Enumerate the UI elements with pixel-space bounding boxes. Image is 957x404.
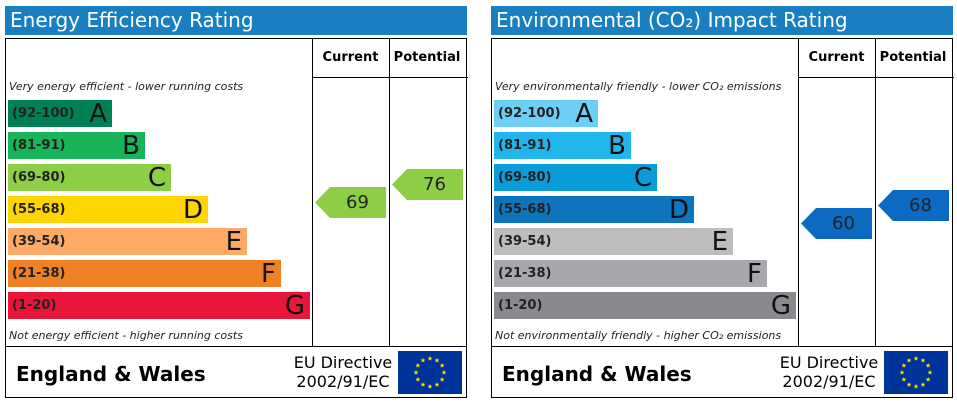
- band-letter: E: [711, 227, 728, 257]
- band-d: (55-68) D: [494, 195, 694, 225]
- band-letter: G: [284, 291, 305, 321]
- band-range: (21-38): [498, 266, 552, 281]
- directive-line1: EU Directive: [293, 353, 393, 372]
- top-note: Very environmentally friendly - lower CO…: [495, 80, 782, 93]
- band-f: (21-38) F: [8, 259, 281, 289]
- divider: [875, 39, 876, 347]
- current-arrow-shape: [315, 187, 386, 219]
- band-range: (55-68): [498, 202, 552, 217]
- band-e: (39-54) E: [8, 227, 247, 257]
- band-range: (81-91): [498, 138, 552, 153]
- current-header: Current: [808, 50, 865, 65]
- current-header: Current: [322, 50, 379, 65]
- band-letter: C: [633, 163, 652, 193]
- divider: [492, 346, 952, 347]
- band-letter: F: [747, 259, 762, 289]
- band-range: (21-38): [12, 266, 66, 281]
- band-range: (1-20): [498, 298, 543, 313]
- directive-line2: 2002/91/EC: [782, 372, 876, 391]
- eu-flag-icon: [884, 351, 948, 394]
- potential-rating-arrow: 76: [392, 168, 463, 200]
- band-g: (1-20) G: [8, 291, 310, 321]
- environmental-impact-panel: Environmental (CO₂) Impact Rating Current…: [491, 6, 954, 398]
- current-rating-arrow: 69: [315, 187, 386, 219]
- potential-header: Potential: [879, 50, 947, 65]
- band-b: (81-91) B: [494, 131, 631, 161]
- region-label: England & Wales: [16, 362, 206, 386]
- band-letter: B: [608, 131, 626, 161]
- band-range: (92-100): [498, 106, 561, 121]
- band-g: (1-20) G: [494, 291, 796, 321]
- eu-directive: EU Directive 2002/91/EC: [288, 353, 398, 391]
- band-letter: G: [770, 291, 791, 321]
- band-letter: A: [89, 99, 107, 129]
- divider: [312, 77, 468, 78]
- current-rating-value: 60: [832, 213, 855, 235]
- potential-rating-arrow: 68: [878, 190, 949, 221]
- band-range: (39-54): [498, 234, 552, 249]
- rating-frame: Current Potential Very environmentally fri…: [491, 38, 954, 398]
- band-c: (69-80) C: [494, 163, 657, 193]
- band-range: (39-54): [12, 234, 66, 249]
- eu-flag-icon: [398, 351, 462, 394]
- band-c: (69-80) C: [8, 163, 171, 193]
- panel-title: Energy Efficiency Rating: [5, 6, 467, 35]
- band-range: (69-80): [12, 170, 66, 185]
- band-letter: B: [122, 131, 140, 161]
- bottom-note: Not energy efficient - higher running co…: [9, 329, 243, 342]
- directive-line2: 2002/91/EC: [296, 372, 390, 391]
- region-label: England & Wales: [502, 362, 692, 386]
- divider: [798, 39, 799, 347]
- directive-line1: EU Directive: [779, 353, 879, 372]
- band-letter: D: [668, 195, 689, 225]
- current-rating-arrow: 60: [801, 208, 872, 240]
- band-b: (81-91) B: [8, 131, 145, 161]
- divider: [389, 39, 390, 347]
- rating-frame: Current Potential Very energy efficient - …: [5, 38, 468, 398]
- band-letter: F: [261, 259, 276, 289]
- divider: [6, 346, 466, 347]
- current-rating-value: 69: [346, 192, 369, 214]
- band-e: (39-54) E: [494, 227, 733, 257]
- band-a: (92-100) A: [494, 99, 598, 129]
- divider: [798, 77, 954, 78]
- band-letter: C: [147, 163, 166, 193]
- band-range: (55-68): [12, 202, 66, 217]
- top-note: Very energy efficient - lower running co…: [9, 80, 244, 93]
- panel-title: Environmental (CO₂) Impact Rating: [491, 6, 953, 35]
- potential-rating-value: 68: [909, 195, 932, 216]
- band-letter: E: [225, 227, 242, 257]
- band-range: (81-91): [12, 138, 66, 153]
- band-letter: D: [182, 195, 203, 225]
- band-range: (1-20): [12, 298, 57, 313]
- bottom-note: Not environmentally friendly - higher CO…: [495, 329, 782, 342]
- potential-arrow-shape: [392, 168, 463, 200]
- band-a: (92-100) A: [8, 99, 112, 129]
- band-d: (55-68) D: [8, 195, 208, 225]
- potential-header: Potential: [393, 50, 461, 65]
- divider: [312, 39, 313, 347]
- energy-efficiency-panel: Energy Efficiency Rating Current Potential…: [5, 6, 468, 398]
- band-letter: A: [575, 99, 593, 129]
- current-arrow-shape: [801, 208, 872, 240]
- eu-directive: EU Directive 2002/91/EC: [774, 353, 884, 391]
- band-range: (92-100): [12, 106, 75, 121]
- potential-arrow-shape: [878, 190, 949, 221]
- potential-rating-value: 76: [423, 173, 446, 195]
- band-f: (21-38) F: [494, 259, 767, 289]
- band-range: (69-80): [498, 170, 552, 185]
